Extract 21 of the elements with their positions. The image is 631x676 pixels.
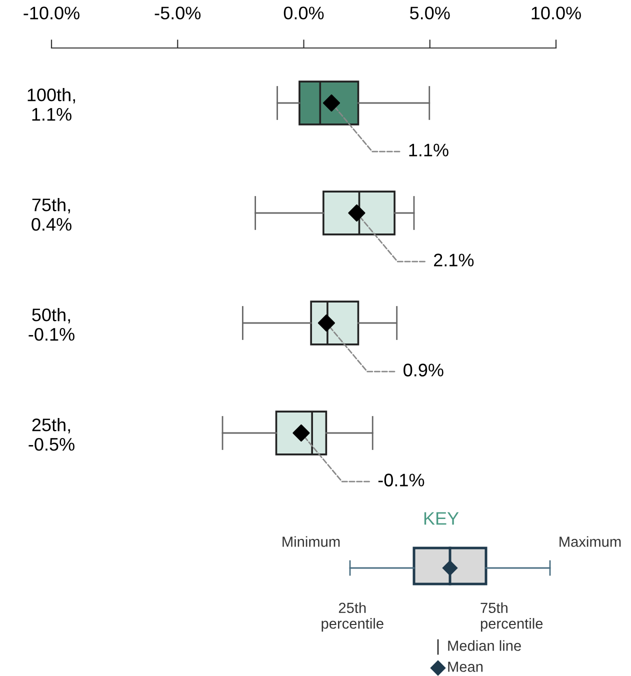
text: 75th percentile <box>480 602 543 632</box>
y-tick-label: 75th, 0.4% <box>32 198 72 231</box>
text: Median line <box>448 640 521 651</box>
data-label: 2.1% <box>434 254 474 266</box>
text: KEY <box>424 512 459 525</box>
text: 25th percentile <box>322 602 384 632</box>
x-tick-label: -5.0% <box>154 6 201 20</box>
x-tick-label: 0.0% <box>284 6 324 20</box>
text: Maximum <box>560 536 621 547</box>
data-label: -0.1% <box>378 474 424 486</box>
y-tick-label: 50th, -0.1% <box>28 308 74 341</box>
text: Mean <box>448 662 483 672</box>
text: Minimum <box>282 536 340 547</box>
data-label: 0.9% <box>404 364 444 376</box>
x-tick-label: 5.0% <box>410 6 450 20</box>
point <box>348 204 366 222</box>
y-tick-label: 25th, -0.5% <box>28 418 74 451</box>
x-tick-label: -10.0% <box>24 6 80 20</box>
x-tick-label: 10.0% <box>532 6 581 20</box>
data-label: 1.1% <box>409 144 448 156</box>
y-tick-label: 100th, 1.1% <box>28 88 75 121</box>
